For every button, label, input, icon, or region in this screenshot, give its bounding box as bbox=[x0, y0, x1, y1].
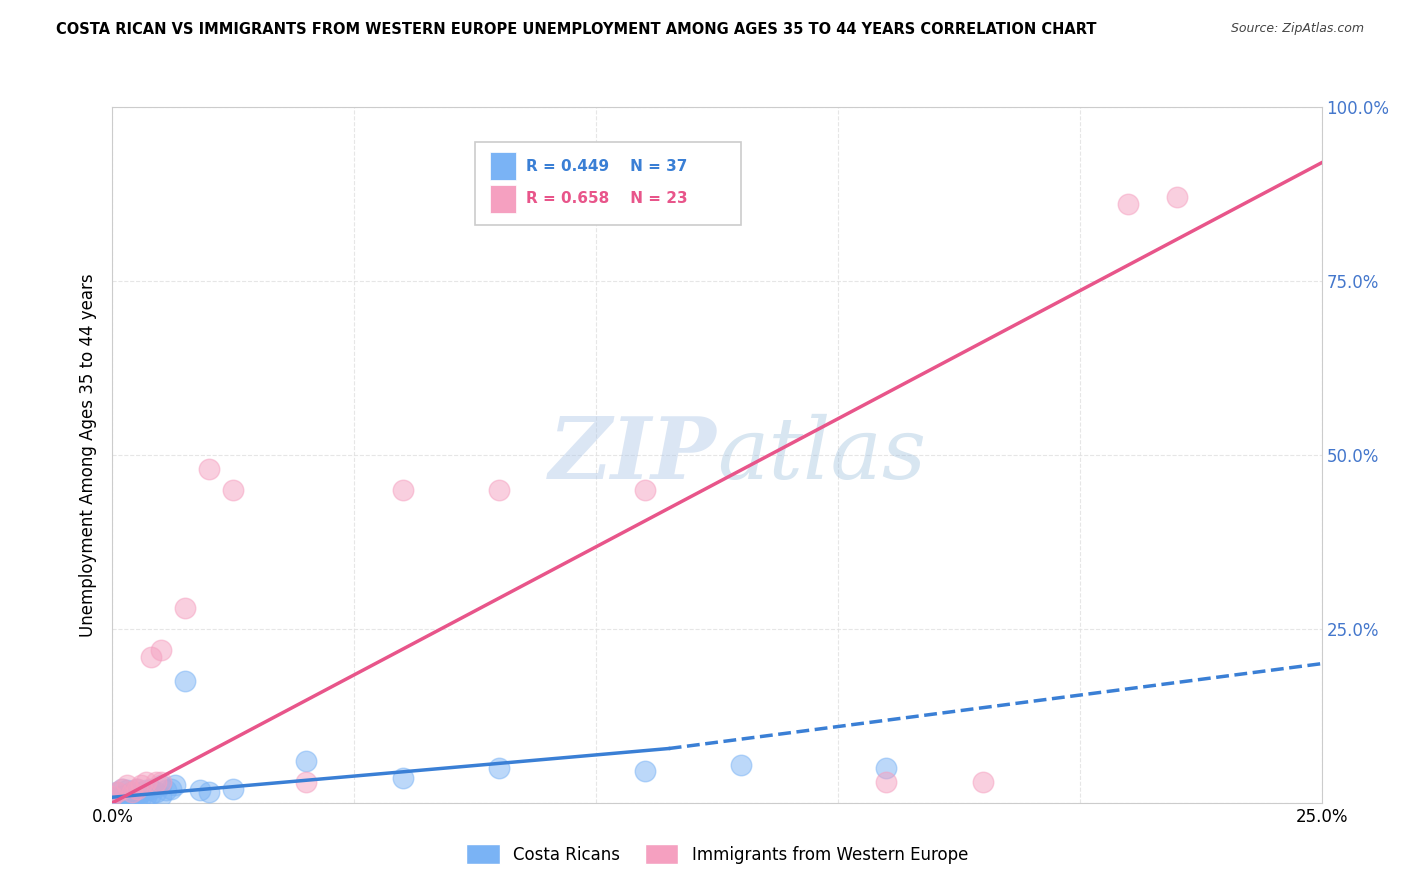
Point bbox=[174, 674, 197, 689]
Point bbox=[391, 483, 413, 497]
Point bbox=[121, 785, 143, 799]
Text: R = 0.658    N = 23: R = 0.658 N = 23 bbox=[526, 192, 688, 206]
Point bbox=[105, 785, 128, 799]
Point bbox=[1116, 197, 1139, 211]
Point bbox=[149, 778, 172, 792]
Point bbox=[295, 775, 318, 789]
Point bbox=[135, 789, 157, 803]
Point bbox=[149, 775, 172, 789]
Point bbox=[633, 764, 655, 779]
Point bbox=[125, 781, 148, 796]
Point bbox=[730, 757, 752, 772]
FancyBboxPatch shape bbox=[475, 142, 741, 226]
Text: COSTA RICAN VS IMMIGRANTS FROM WESTERN EUROPE UNEMPLOYMENT AMONG AGES 35 TO 44 Y: COSTA RICAN VS IMMIGRANTS FROM WESTERN E… bbox=[56, 22, 1097, 37]
Point bbox=[222, 781, 245, 796]
Point bbox=[131, 785, 153, 799]
Point bbox=[145, 785, 167, 799]
Point bbox=[488, 761, 510, 775]
Point bbox=[111, 789, 134, 803]
Point bbox=[115, 788, 138, 802]
Point bbox=[131, 790, 153, 805]
Point bbox=[198, 462, 221, 476]
Point bbox=[111, 792, 134, 806]
Point bbox=[391, 772, 413, 786]
Point bbox=[165, 778, 187, 792]
Point bbox=[131, 778, 153, 792]
Text: ZIP: ZIP bbox=[550, 413, 717, 497]
Point bbox=[101, 789, 124, 803]
Point bbox=[111, 781, 134, 796]
Y-axis label: Unemployment Among Ages 35 to 44 years: Unemployment Among Ages 35 to 44 years bbox=[79, 273, 97, 637]
Point bbox=[222, 483, 245, 497]
Point bbox=[125, 792, 148, 806]
Point bbox=[125, 788, 148, 802]
Legend: Costa Ricans, Immigrants from Western Europe: Costa Ricans, Immigrants from Western Eu… bbox=[460, 838, 974, 871]
Point bbox=[149, 789, 172, 803]
Point bbox=[145, 775, 167, 789]
Point bbox=[188, 783, 211, 797]
Point bbox=[105, 794, 128, 808]
Point bbox=[135, 783, 157, 797]
Point bbox=[111, 781, 134, 796]
Point bbox=[141, 788, 163, 802]
Point bbox=[125, 781, 148, 796]
Bar bbox=[489, 153, 516, 180]
Point bbox=[105, 785, 128, 799]
Point bbox=[141, 649, 163, 664]
Point bbox=[141, 781, 163, 796]
Point bbox=[115, 783, 138, 797]
Point bbox=[101, 792, 124, 806]
Point bbox=[198, 785, 221, 799]
Point bbox=[149, 642, 172, 657]
Point bbox=[121, 789, 143, 803]
Point bbox=[121, 785, 143, 799]
Point bbox=[115, 790, 138, 805]
Point bbox=[295, 754, 318, 768]
Text: Source: ZipAtlas.com: Source: ZipAtlas.com bbox=[1230, 22, 1364, 36]
Text: atlas: atlas bbox=[717, 414, 927, 496]
Point bbox=[972, 775, 994, 789]
Point bbox=[875, 761, 897, 775]
Point bbox=[159, 781, 181, 796]
Point bbox=[105, 790, 128, 805]
Text: R = 0.449    N = 37: R = 0.449 N = 37 bbox=[526, 159, 688, 174]
Point bbox=[135, 775, 157, 789]
Point bbox=[875, 775, 897, 789]
Bar bbox=[489, 185, 516, 213]
Point bbox=[488, 483, 510, 497]
Point bbox=[174, 601, 197, 615]
Point bbox=[155, 783, 177, 797]
Point bbox=[115, 778, 138, 792]
Point bbox=[633, 483, 655, 497]
Point bbox=[1166, 190, 1188, 204]
